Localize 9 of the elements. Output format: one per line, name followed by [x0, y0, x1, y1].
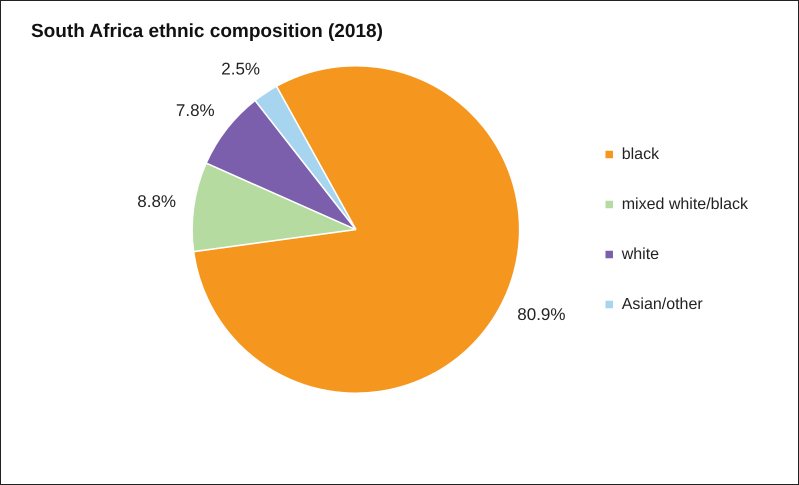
legend-label: mixed white/black	[622, 196, 749, 213]
legend-label: black	[622, 146, 660, 163]
legend-label: white	[620, 246, 660, 263]
data-label: 2.5%	[221, 59, 260, 78]
data-label: 80.9%	[517, 305, 566, 324]
chart-title: South Africa ethnic composition (2018)	[31, 21, 383, 43]
data-label: 7.8%	[176, 101, 215, 120]
legend-label: Asian/other	[622, 296, 704, 313]
data-label: 8.8%	[137, 192, 176, 212]
